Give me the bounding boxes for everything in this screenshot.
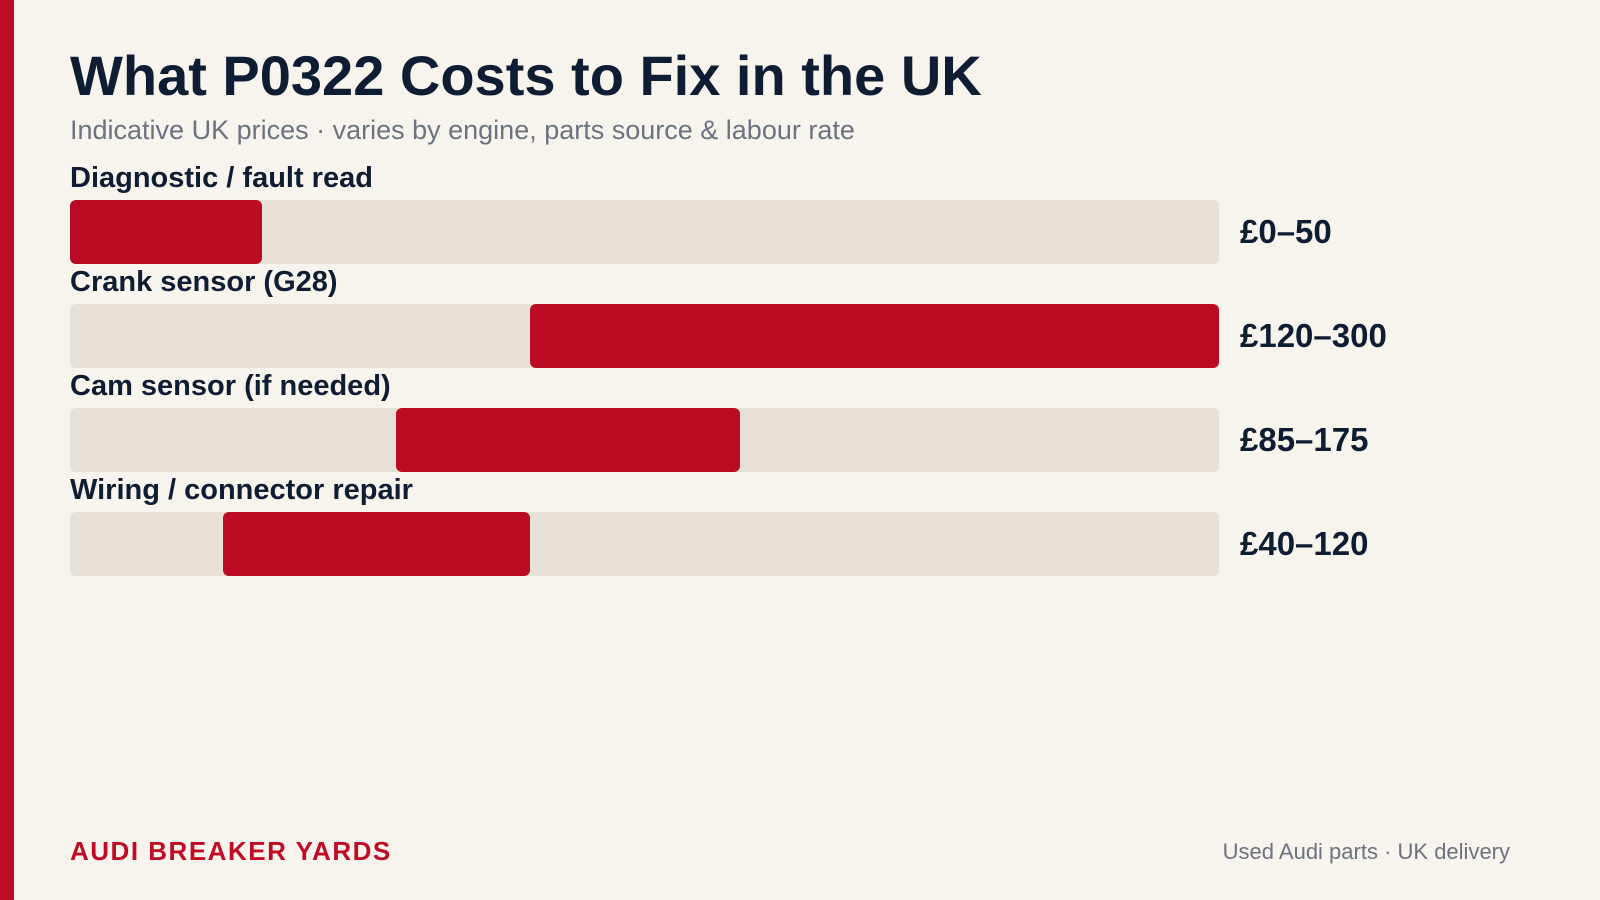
page-title: What P0322 Costs to Fix in the UK xyxy=(70,44,982,107)
range-bar xyxy=(223,512,530,576)
category-label: Diagnostic / fault read xyxy=(70,162,373,194)
page-subtitle: Indicative UK prices · varies by engine,… xyxy=(70,115,855,145)
range-bar xyxy=(395,408,741,472)
category-label: Crank sensor (G28) xyxy=(70,266,338,298)
value-label: £0–50 xyxy=(1240,213,1332,250)
value-label: £85–175 xyxy=(1240,421,1369,458)
bar-track xyxy=(70,512,1219,576)
range-bar xyxy=(529,304,1219,368)
accent-stripe xyxy=(0,0,14,900)
footer-note: Used Audi parts · UK delivery xyxy=(1222,839,1510,864)
category-label: Wiring / connector repair xyxy=(70,474,413,506)
range-bar xyxy=(70,200,262,264)
category-label: Cam sensor (if needed) xyxy=(70,370,391,402)
bar-track xyxy=(70,200,1219,264)
value-label: £120–300 xyxy=(1240,317,1387,354)
brand-name: AUDI BREAKER YARDS xyxy=(70,836,392,866)
bar-track xyxy=(70,408,1219,472)
cost-range-chart: Diagnostic / fault read £0–50 Crank sensor… xyxy=(70,162,1387,576)
bar-track xyxy=(70,304,1219,368)
value-label: £40–120 xyxy=(1240,525,1369,562)
